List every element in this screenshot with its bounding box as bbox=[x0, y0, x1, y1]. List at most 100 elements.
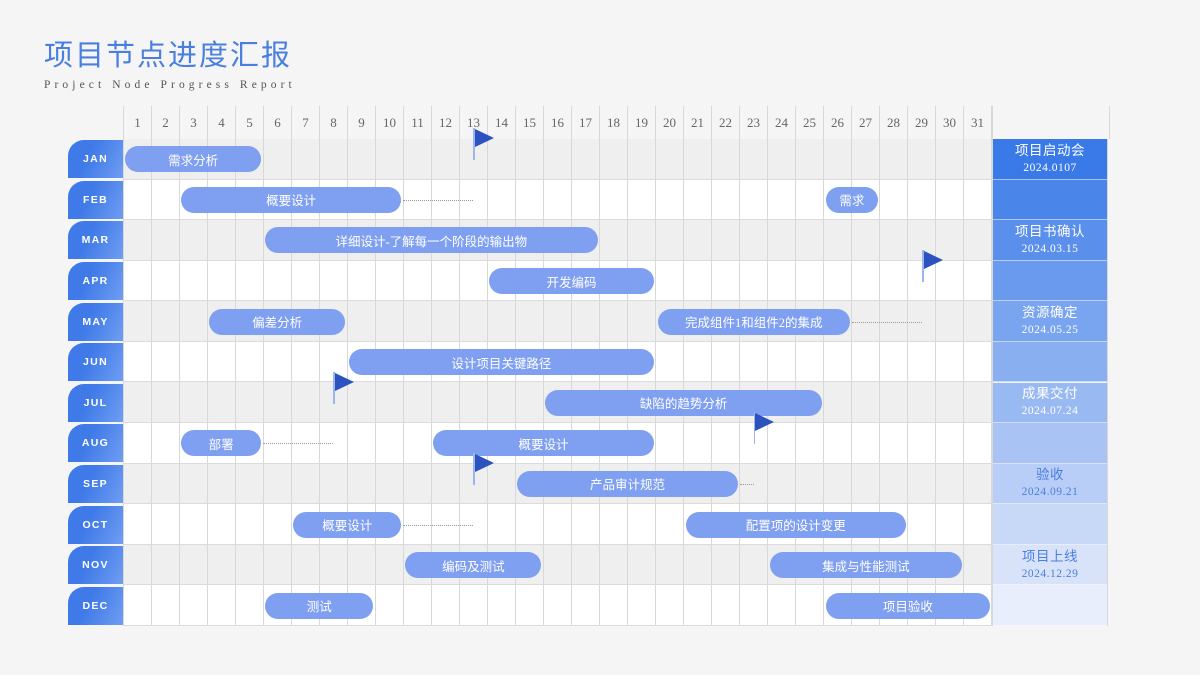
grid-cell[interactable] bbox=[151, 585, 179, 625]
task-bar[interactable]: 配置项的设计变更 bbox=[685, 511, 906, 538]
task-bar[interactable]: 缺陷的趋势分析 bbox=[545, 389, 822, 416]
grid-cell[interactable] bbox=[655, 504, 683, 544]
grid-cell[interactable] bbox=[431, 139, 459, 179]
month-tab-nov[interactable]: NOV bbox=[68, 546, 123, 585]
month-tab-oct[interactable]: OCT bbox=[68, 505, 123, 544]
grid-cell[interactable] bbox=[935, 463, 963, 504]
grid-cell[interactable] bbox=[739, 341, 767, 382]
grid-cell[interactable] bbox=[543, 544, 571, 585]
month-tab-may[interactable]: MAY bbox=[68, 302, 123, 341]
grid-cell[interactable] bbox=[403, 260, 431, 301]
grid-cell[interactable] bbox=[739, 139, 767, 179]
grid-cell[interactable] bbox=[487, 585, 515, 625]
grid-cell[interactable] bbox=[627, 139, 655, 179]
task-bar[interactable]: 需求分析 bbox=[125, 146, 262, 173]
grid-cell[interactable] bbox=[963, 220, 992, 260]
grid-cell[interactable] bbox=[907, 139, 935, 179]
grid-cell[interactable] bbox=[627, 301, 655, 341]
grid-cell[interactable] bbox=[935, 179, 963, 220]
grid-cell[interactable] bbox=[571, 544, 599, 585]
grid-cell[interactable] bbox=[599, 139, 627, 179]
grid-cell[interactable] bbox=[487, 463, 515, 504]
milestone-cell[interactable] bbox=[993, 179, 1107, 221]
grid-cell[interactable] bbox=[795, 423, 823, 463]
grid-cell[interactable] bbox=[263, 382, 291, 423]
grid-cell[interactable] bbox=[543, 382, 571, 423]
grid-cell[interactable] bbox=[431, 504, 459, 544]
grid-cell[interactable] bbox=[739, 220, 767, 260]
milestone-cell[interactable]: 项目启动会 2024.0107 bbox=[993, 139, 1107, 180]
grid-cell[interactable] bbox=[963, 301, 992, 341]
grid-cell[interactable] bbox=[739, 544, 767, 585]
grid-cell[interactable] bbox=[767, 585, 795, 625]
grid-cell[interactable] bbox=[235, 463, 263, 504]
grid-cell[interactable] bbox=[963, 179, 992, 220]
grid-cell[interactable] bbox=[683, 179, 711, 220]
grid-cell[interactable] bbox=[179, 585, 207, 625]
grid-cell[interactable] bbox=[907, 220, 935, 260]
grid-cell[interactable] bbox=[711, 260, 739, 301]
grid-cell[interactable] bbox=[627, 220, 655, 260]
grid-cell[interactable] bbox=[375, 544, 403, 585]
grid-cell[interactable] bbox=[207, 382, 235, 423]
grid-cell[interactable] bbox=[319, 341, 347, 382]
grid-cell[interactable] bbox=[291, 382, 319, 423]
grid-cell[interactable] bbox=[655, 139, 683, 179]
grid-cell[interactable] bbox=[683, 423, 711, 463]
grid-cell[interactable] bbox=[263, 139, 291, 179]
grid-cell[interactable] bbox=[599, 504, 627, 544]
grid-cell[interactable] bbox=[207, 504, 235, 544]
grid-cell[interactable] bbox=[207, 544, 235, 585]
grid-cell[interactable] bbox=[907, 463, 935, 504]
grid-cell[interactable] bbox=[599, 220, 627, 260]
grid-cell[interactable] bbox=[907, 382, 935, 423]
grid-cell[interactable] bbox=[851, 382, 879, 423]
milestone-cell[interactable]: 项目书确认 2024.03.15 bbox=[993, 220, 1107, 261]
month-tab-feb[interactable]: FEB bbox=[68, 180, 123, 219]
grid-cell[interactable] bbox=[767, 179, 795, 220]
grid-cell[interactable] bbox=[431, 382, 459, 423]
grid-cell[interactable] bbox=[459, 585, 487, 625]
grid-cell[interactable] bbox=[963, 139, 992, 179]
grid-cell[interactable] bbox=[347, 463, 375, 504]
grid-cell[interactable] bbox=[963, 463, 992, 504]
grid-cell[interactable] bbox=[683, 585, 711, 625]
grid-cell[interactable] bbox=[683, 260, 711, 301]
grid-cell[interactable] bbox=[403, 544, 431, 585]
grid-cell[interactable] bbox=[403, 179, 431, 220]
grid-cell[interactable] bbox=[851, 260, 879, 301]
grid-cell[interactable] bbox=[403, 463, 431, 504]
grid-cell[interactable] bbox=[207, 301, 235, 341]
task-bar[interactable]: 测试 bbox=[265, 592, 374, 619]
grid-cell[interactable] bbox=[711, 341, 739, 382]
grid-cell[interactable] bbox=[851, 220, 879, 260]
grid-cell[interactable] bbox=[963, 341, 992, 382]
grid-cell[interactable] bbox=[767, 423, 795, 463]
grid-cell[interactable] bbox=[347, 382, 375, 423]
grid-cell[interactable] bbox=[487, 139, 515, 179]
grid-cell[interactable] bbox=[795, 463, 823, 504]
grid-cell[interactable] bbox=[235, 382, 263, 423]
grid-cell[interactable] bbox=[375, 139, 403, 179]
grid-cell[interactable] bbox=[375, 382, 403, 423]
grid-cell[interactable] bbox=[123, 139, 151, 179]
grid-cell[interactable] bbox=[375, 260, 403, 301]
grid-cell[interactable] bbox=[739, 423, 767, 463]
grid-cell[interactable] bbox=[123, 463, 151, 504]
grid-cell[interactable] bbox=[179, 504, 207, 544]
grid-cell[interactable] bbox=[963, 544, 992, 585]
grid-cell[interactable] bbox=[711, 544, 739, 585]
task-bar[interactable]: 开发编码 bbox=[489, 268, 654, 295]
grid-cell[interactable] bbox=[739, 179, 767, 220]
grid-cell[interactable] bbox=[375, 585, 403, 625]
grid-cell[interactable] bbox=[319, 260, 347, 301]
grid-cell[interactable] bbox=[683, 220, 711, 260]
grid-cell[interactable] bbox=[403, 382, 431, 423]
grid-cell[interactable] bbox=[907, 179, 935, 220]
grid-cell[interactable] bbox=[655, 585, 683, 625]
grid-cell[interactable] bbox=[543, 301, 571, 341]
grid-cell[interactable] bbox=[963, 382, 992, 423]
grid-cell[interactable] bbox=[431, 260, 459, 301]
grid-cell[interactable] bbox=[543, 179, 571, 220]
grid-cell[interactable] bbox=[879, 423, 907, 463]
